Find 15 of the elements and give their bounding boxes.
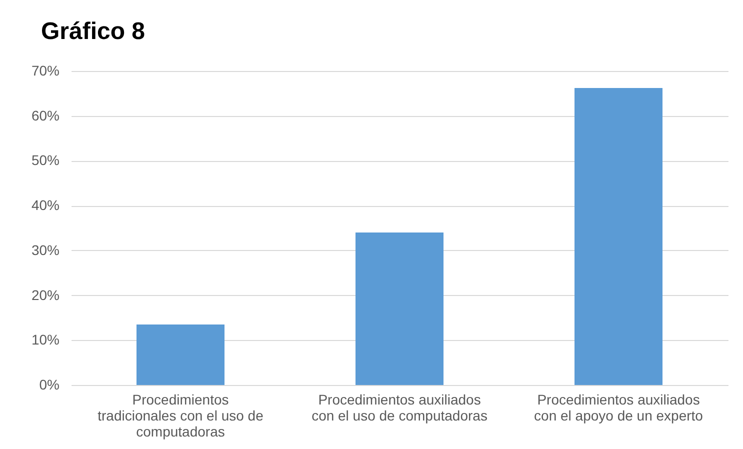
y-tick-label: 30% (31, 242, 60, 258)
chart-title: Gráfico 8 (40, 18, 146, 45)
y-tick-label: 0% (39, 376, 60, 392)
y-tick-label: 20% (31, 286, 60, 303)
y-tick-label: 60% (31, 107, 60, 124)
y-tick-label: 10% (31, 332, 60, 348)
bar (136, 324, 224, 385)
x-tick-label: Procedimientos auxiliados con el uso de computadoras (312, 392, 488, 424)
x-tick-label: Procedimientos auxiliados con el apoyo de un experto (534, 392, 704, 424)
x-tick-label: Procedimientos tradicionales con el uso de computadoras (98, 392, 264, 440)
y-tick-label: 70% (31, 62, 60, 78)
bar (356, 232, 444, 385)
y-tick-label: 50% (31, 152, 60, 168)
bar (574, 88, 662, 385)
y-tick-label: 40% (31, 197, 60, 214)
